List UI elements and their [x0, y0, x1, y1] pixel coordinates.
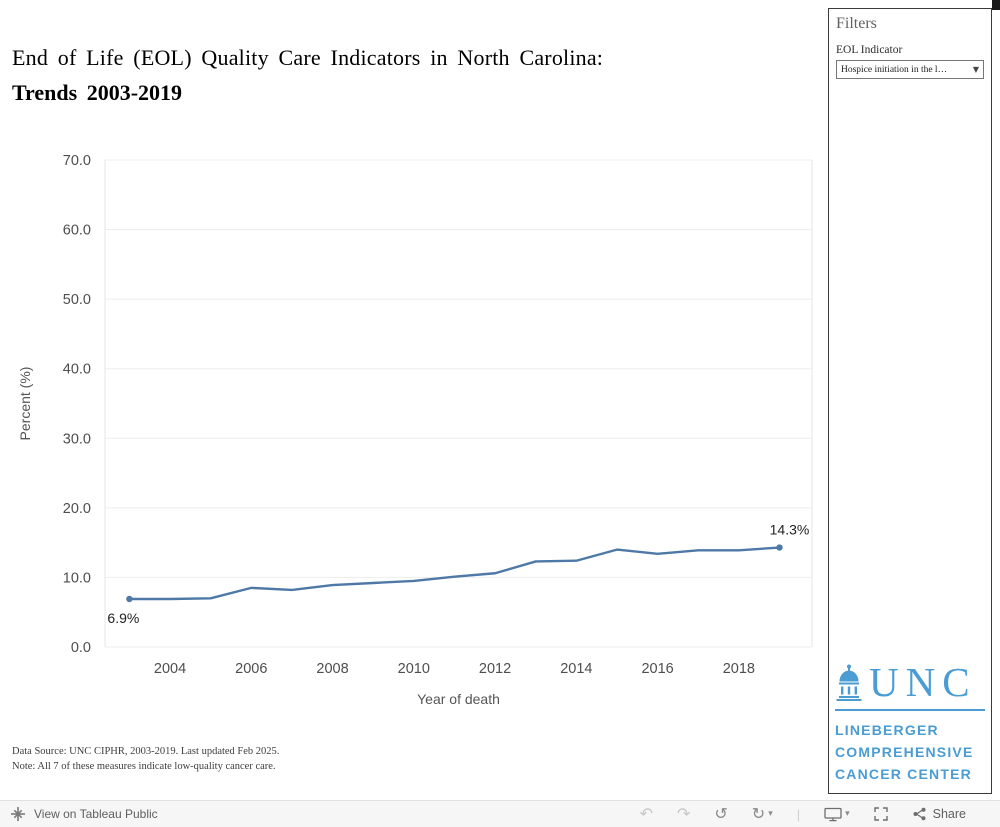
tableau-logo-icon [11, 807, 25, 821]
fullscreen-icon [873, 807, 888, 821]
chart-footnotes: Data Source: UNC CIPHR, 2003-2019. Last … [12, 744, 279, 774]
device-layout-button[interactable]: ▾ [824, 807, 850, 822]
svg-text:Percent (%): Percent (%) [17, 367, 33, 441]
eol-indicator-selected-value: Hospice initiation in the l… [841, 64, 948, 75]
unc-wordmark: UNC [869, 659, 977, 705]
svg-text:70.0: 70.0 [63, 153, 91, 169]
svg-text:14.3%: 14.3% [770, 522, 810, 538]
svg-text:40.0: 40.0 [63, 362, 91, 378]
svg-text:0.0: 0.0 [71, 640, 91, 656]
device-monitor-icon [824, 807, 842, 821]
scrollbar-thumb[interactable] [992, 0, 1000, 10]
view-on-tableau-public-label: View on Tableau Public [34, 807, 158, 821]
footnote-note: Note: All 7 of these measures indicate l… [12, 761, 276, 772]
device-caret-icon: ▾ [845, 809, 850, 819]
toolbar-separator: | [796, 806, 801, 822]
footnote-data-source: Data Source: UNC CIPHR, 2003-2019. Last … [12, 746, 280, 757]
eol-indicator-dropdown[interactable]: Hospice initiation in the l… ▼ [836, 60, 984, 79]
toolbar-actions: ↶ ↷ ↺ ↻ ▾ | ▾ [640, 806, 966, 822]
svg-text:6.9%: 6.9% [107, 610, 139, 626]
svg-text:2014: 2014 [560, 661, 592, 677]
svg-text:2012: 2012 [479, 661, 511, 677]
svg-text:2018: 2018 [723, 661, 755, 677]
share-label: Share [932, 807, 966, 821]
svg-text:60.0: 60.0 [63, 223, 91, 239]
svg-text:10.0: 10.0 [63, 570, 91, 586]
svg-text:2004: 2004 [154, 661, 186, 677]
svg-text:20.0: 20.0 [63, 501, 91, 517]
svg-text:2010: 2010 [398, 661, 430, 677]
svg-text:30.0: 30.0 [63, 431, 91, 447]
trend-line-chart[interactable]: 0.0 10.0 20.0 30.0 40.0 50.0 60.0 70.0 2004 2006 2… [0, 120, 828, 742]
svg-text:2016: 2016 [641, 661, 673, 677]
redo-icon[interactable]: ↷ [676, 804, 691, 823]
svg-text:2008: 2008 [316, 661, 348, 677]
unc-lineberger-logo: UNC LINEBERGER COMPREHENSIVE CANCER CENT… [835, 659, 985, 785]
view-on-tableau-public-link[interactable]: View on Tableau Public [10, 806, 158, 822]
logo-divider [835, 709, 985, 711]
fullscreen-button[interactable] [873, 807, 888, 821]
filters-panel: Filters EOL Indicator Hospice initiation… [828, 8, 992, 794]
refresh-icon: ↻ [751, 804, 766, 823]
svg-text:50.0: 50.0 [63, 292, 91, 308]
share-button[interactable]: Share [912, 807, 966, 821]
page-title: End of Life (EOL) Quality Care Indicator… [12, 45, 603, 106]
page-title-line-2: Trends 2003-2019 [12, 80, 183, 105]
lineberger-line-3: CANCER CENTER [835, 766, 972, 782]
revert-icon[interactable]: ↺ [714, 804, 728, 823]
undo-icon[interactable]: ↶ [639, 804, 653, 823]
refresh-button[interactable]: ↻ ▾ [752, 806, 773, 822]
old-well-icon [836, 664, 862, 701]
svg-text:Year of death: Year of death [417, 691, 500, 707]
svg-text:2006: 2006 [235, 661, 267, 677]
tableau-toolbar: View on Tableau Public ↶ ↷ ↺ ↻ ▾ | ▾ [0, 800, 1000, 827]
page-title-line-1: End of Life (EOL) Quality Care Indicator… [12, 45, 604, 70]
share-icon [913, 807, 926, 821]
lineberger-line-2: COMPREHENSIVE [835, 744, 974, 760]
dropdown-caret-icon: ▼ [972, 65, 979, 74]
lineberger-line-1: LINEBERGER [835, 722, 939, 738]
filters-header: Filters [836, 15, 877, 32]
eol-indicator-label: EOL Indicator [836, 44, 903, 56]
refresh-caret-icon: ▾ [768, 809, 773, 819]
